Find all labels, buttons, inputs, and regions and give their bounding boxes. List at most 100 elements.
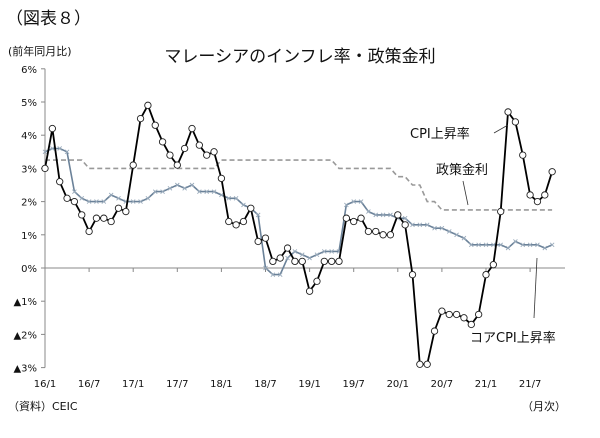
cpi-point xyxy=(364,227,373,236)
core-cpi-point xyxy=(358,199,364,204)
core-cpi-point xyxy=(292,249,298,254)
core-cpi-point xyxy=(182,186,187,191)
core-cpi-point xyxy=(461,235,467,241)
core-cpi-point xyxy=(211,189,217,194)
cpi-point xyxy=(48,124,56,133)
cpi-point xyxy=(313,277,321,285)
cpi-point xyxy=(129,161,137,169)
source-note: （資料）CEIC xyxy=(8,399,78,413)
cpi-point xyxy=(320,257,328,266)
cpi-point xyxy=(379,231,387,239)
core-cpi-point xyxy=(505,245,511,251)
cpi-point xyxy=(225,217,233,226)
legend-core-cpi-label: コアCPI上昇率 xyxy=(470,330,556,346)
x-tick-label: 16/1 xyxy=(34,379,56,390)
cpi-point xyxy=(63,194,71,202)
core-cpi-point xyxy=(86,199,92,204)
cpi-point xyxy=(430,327,439,335)
y-axis-label: (前年同月比) xyxy=(8,44,72,58)
cpi-point xyxy=(482,270,490,279)
cpi-point xyxy=(247,204,255,212)
cpi-point xyxy=(78,211,86,219)
cpi-point xyxy=(541,191,549,199)
core-cpi-point xyxy=(138,199,143,204)
core-cpi-point xyxy=(277,272,283,277)
core-cpi-point xyxy=(233,195,239,201)
y-tick-label: ▲3% xyxy=(13,364,37,375)
core-cpi-point xyxy=(270,272,276,277)
cpi-point xyxy=(298,257,306,266)
core-cpi-point xyxy=(410,222,415,228)
core-cpi-point xyxy=(285,255,290,261)
core-cpi-point xyxy=(307,255,312,261)
cpi-point xyxy=(357,214,365,222)
cpi-point xyxy=(423,360,431,368)
y-tick-label: 5% xyxy=(21,98,37,109)
core-cpi-point xyxy=(542,245,548,251)
core-cpi-point xyxy=(145,195,151,201)
core-cpi-point xyxy=(439,225,445,231)
core-cpi-point xyxy=(42,149,48,155)
cpi-point xyxy=(41,164,49,173)
core-cpi-point xyxy=(476,242,481,248)
core-cpi-point xyxy=(380,212,386,218)
core-cpi-point xyxy=(241,202,246,208)
cpi-point xyxy=(254,237,262,246)
core-cpi-point xyxy=(344,202,349,208)
chart-title: マレーシアのインフレ率・政策金利 xyxy=(164,47,435,67)
core-cpi-line xyxy=(44,147,553,276)
x-tick-label: 18/7 xyxy=(254,379,276,390)
core-cpi-point xyxy=(417,222,423,228)
core-cpi-point xyxy=(219,192,224,198)
cpi-point xyxy=(474,310,483,319)
x-tick-label: 19/7 xyxy=(342,379,364,390)
core-cpi-point xyxy=(549,242,555,248)
cpi-point xyxy=(408,270,417,279)
y-tick-label: 0% xyxy=(21,264,37,275)
cpi-point xyxy=(416,360,424,368)
cpi-point xyxy=(276,254,284,262)
core-cpi-point xyxy=(520,242,526,248)
legend-cpi-label: CPI上昇率 xyxy=(410,126,470,142)
core-cpi-point xyxy=(388,212,393,218)
core-cpi-point xyxy=(498,242,504,248)
cpi-point xyxy=(173,161,181,169)
core-cpi-point xyxy=(72,189,77,194)
cpi-point xyxy=(327,257,336,266)
core-cpi-point xyxy=(79,195,85,201)
core-cpi-point xyxy=(197,189,202,194)
x-tick-label: 20/7 xyxy=(431,379,453,390)
cpi-point xyxy=(548,168,556,176)
core-cpi-point xyxy=(366,209,371,214)
x-tick-label: 16/7 xyxy=(78,379,100,390)
cpi-point xyxy=(100,214,108,222)
cpi-point xyxy=(144,101,152,109)
y-tick-label: ▲1% xyxy=(13,297,37,308)
core-cpi-point xyxy=(432,225,437,231)
cpi-point xyxy=(445,310,453,319)
x-tick-label: 17/7 xyxy=(166,379,188,390)
core-cpi-point xyxy=(255,212,261,218)
core-cpi-point xyxy=(167,186,173,191)
cpi-point xyxy=(497,207,505,216)
cpi-point xyxy=(526,191,534,199)
y-tick-label: ▲2% xyxy=(13,330,37,341)
cpi-point xyxy=(85,227,93,236)
y-tick-label: 2% xyxy=(21,198,37,209)
y-tick-label: 1% xyxy=(21,231,37,242)
core-cpi-point xyxy=(204,189,210,194)
core-cpi-point xyxy=(108,192,114,198)
core-cpi-point xyxy=(491,242,496,248)
cpi-point xyxy=(261,234,270,242)
cpi-point xyxy=(533,197,542,206)
x-axis-label: （月次） xyxy=(522,399,566,413)
cpi-point xyxy=(210,148,218,156)
cpi-point xyxy=(56,178,64,186)
core-cpi-point xyxy=(299,252,305,258)
x-tick-label: 20/1 xyxy=(387,379,409,390)
cpi-point xyxy=(291,257,299,266)
core-cpi-point xyxy=(226,195,232,201)
cpi-point xyxy=(438,307,446,315)
core-cpi-point xyxy=(527,242,533,248)
cpi-point xyxy=(239,217,248,226)
